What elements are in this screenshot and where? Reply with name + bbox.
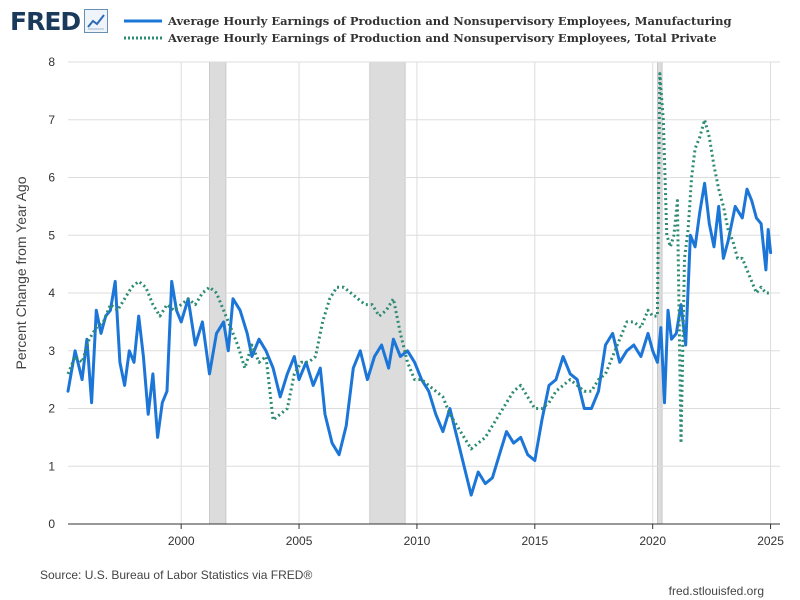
x-tick-label: 2025 — [757, 534, 784, 548]
fred-logo-text: FRED — [10, 6, 81, 36]
x-tick-label: 2010 — [404, 534, 431, 548]
trend-graph-icon — [84, 9, 109, 33]
source-note: Source: U.S. Bureau of Labor Statistics … — [40, 568, 313, 582]
x-tick-label: 2015 — [521, 534, 548, 548]
y-tick-label: 3 — [48, 344, 55, 358]
y-tick-label: 7 — [48, 113, 55, 127]
y-tick-label: 0 — [48, 517, 55, 531]
source-url-link[interactable]: fred.stlouisfed.org — [668, 584, 764, 598]
x-tick-label: 2005 — [286, 534, 313, 548]
y-tick-label: 5 — [48, 228, 55, 242]
chart-legend: Average Hourly Earnings of Production an… — [124, 12, 732, 46]
y-tick-label: 2 — [48, 402, 55, 416]
legend-label-manufacturing: Average Hourly Earnings of Production an… — [168, 13, 732, 28]
x-tick-label: 2020 — [639, 534, 666, 548]
legend-item-manufacturing[interactable]: Average Hourly Earnings of Production an… — [124, 12, 732, 29]
legend-swatch-solid — [124, 19, 162, 22]
y-tick-label: 6 — [48, 171, 55, 185]
y-axis-label: Percent Change from Year Ago — [13, 176, 29, 369]
y-tick-label: 8 — [48, 55, 55, 69]
y-tick-label: 4 — [48, 286, 55, 300]
legend-label-total-private: Average Hourly Earnings of Production an… — [168, 30, 717, 45]
x-tick-label: 2000 — [168, 534, 195, 548]
chart-header: FRED Average Hourly Earnings of Producti… — [0, 0, 800, 56]
series-line-total-private[interactable] — [66, 72, 771, 451]
y-tick-label: 1 — [48, 459, 55, 473]
series-line-manufacturing[interactable] — [66, 181, 773, 497]
legend-item-total-private[interactable]: Average Hourly Earnings of Production an… — [124, 29, 732, 46]
fred-logo[interactable]: FRED — [10, 6, 109, 36]
